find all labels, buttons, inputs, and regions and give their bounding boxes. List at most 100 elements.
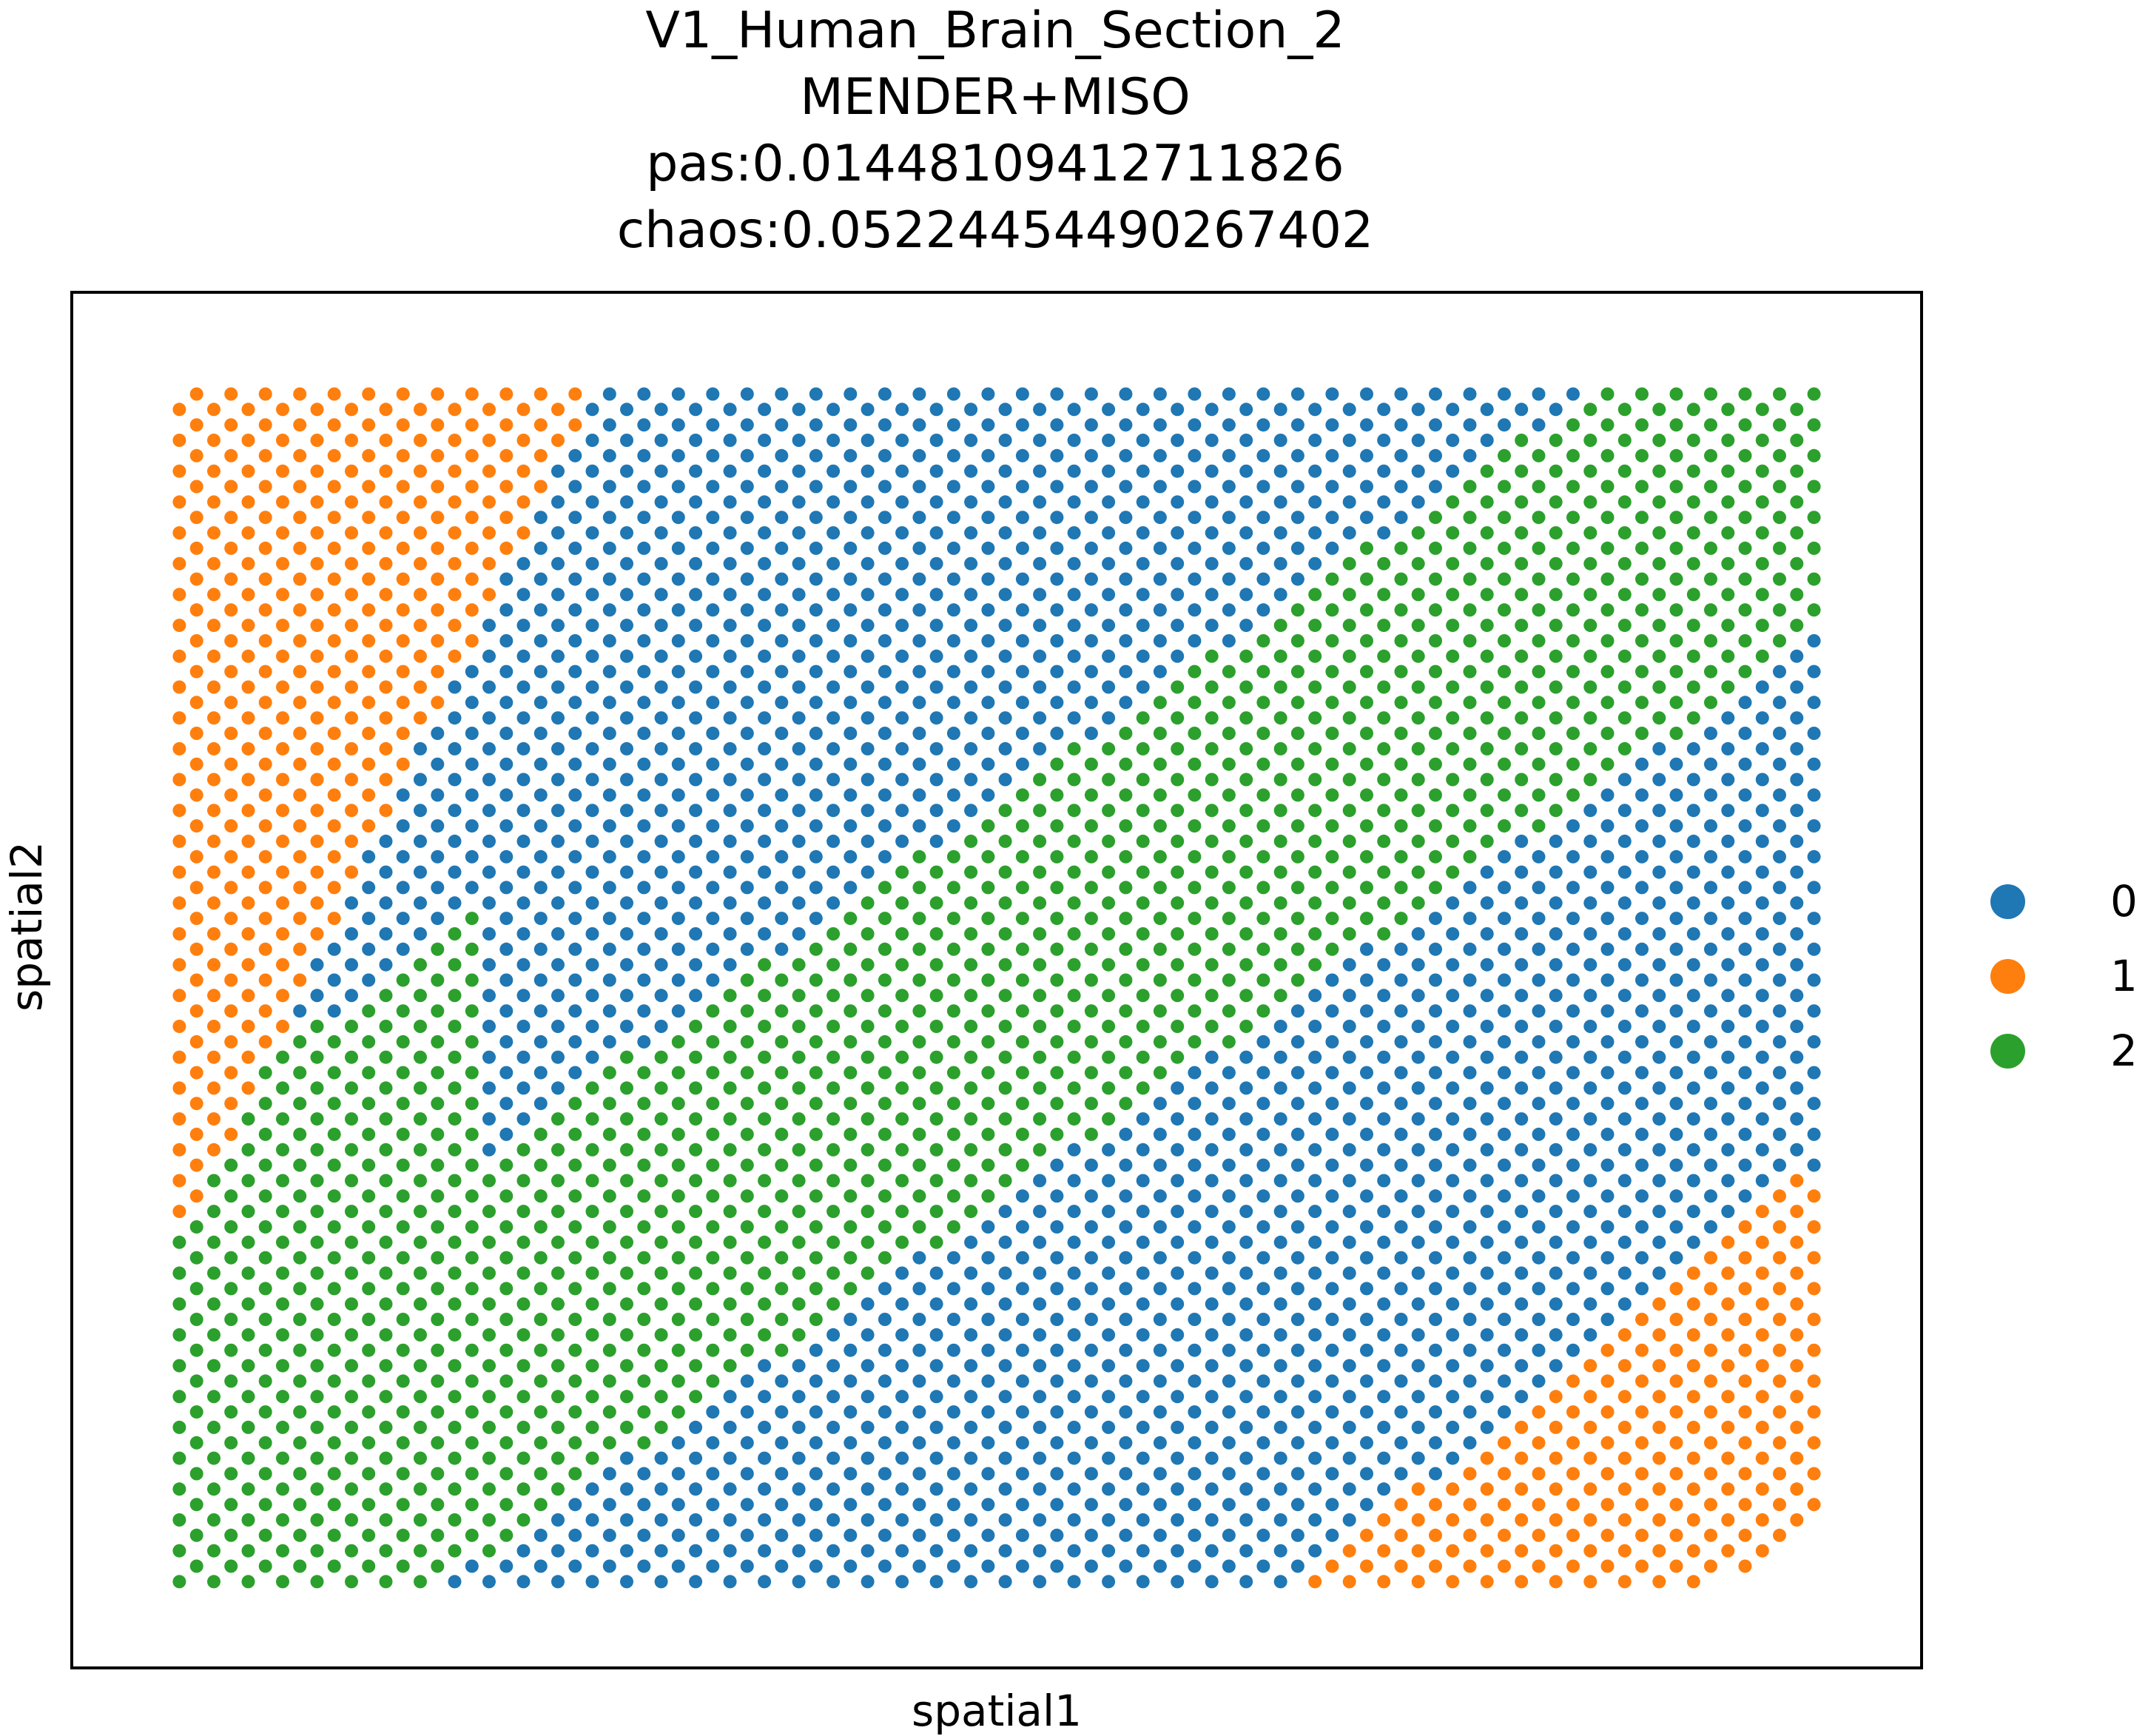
- scatter-point-cluster-0: [981, 1528, 995, 1542]
- scatter-point-cluster-0: [1239, 1482, 1253, 1496]
- scatter-point-cluster-0: [706, 788, 720, 802]
- scatter-point-cluster-2: [1256, 881, 1270, 895]
- scatter-point-cluster-2: [1721, 588, 1735, 602]
- scatter-point-cluster-0: [1119, 1467, 1133, 1481]
- scatter-point-cluster-1: [1377, 1575, 1391, 1589]
- scatter-point-cluster-0: [1686, 804, 1700, 818]
- scatter-point-cluster-1: [1652, 1482, 1666, 1496]
- scatter-point-cluster-2: [1532, 572, 1546, 586]
- scatter-point-cluster-1: [1686, 1266, 1700, 1280]
- scatter-point-cluster-0: [620, 495, 633, 509]
- scatter-point-cluster-2: [362, 1127, 376, 1141]
- scatter-point-cluster-0: [861, 556, 875, 571]
- scatter-point-cluster-0: [620, 588, 633, 602]
- scatter-point-cluster-2: [499, 1251, 514, 1265]
- scatter-point-cluster-1: [224, 912, 238, 926]
- scatter-point-cluster-2: [1600, 387, 1615, 401]
- scatter-point-cluster-0: [1084, 541, 1098, 555]
- scatter-point-cluster-2: [792, 1020, 806, 1033]
- scatter-point-cluster-0: [1755, 741, 1769, 756]
- scatter-point-cluster-2: [929, 1174, 943, 1188]
- scatter-point-cluster-0: [1721, 1205, 1735, 1219]
- scatter-point-cluster-0: [1119, 665, 1133, 679]
- scatter-point-cluster-0: [1463, 1189, 1477, 1203]
- scatter-point-cluster-0: [1033, 1451, 1047, 1465]
- scatter-point-cluster-2: [1738, 448, 1752, 462]
- scatter-point-cluster-2: [895, 896, 909, 910]
- scatter-point-cluster-2: [276, 1235, 289, 1249]
- scatter-point-cluster-0: [637, 819, 651, 833]
- scatter-point-cluster-0: [1721, 989, 1735, 1003]
- scatter-point-cluster-1: [224, 448, 238, 462]
- scatter-point-cluster-0: [1429, 1127, 1442, 1141]
- scatter-point-cluster-2: [637, 1066, 651, 1080]
- scatter-point-cluster-0: [1566, 1189, 1580, 1203]
- scatter-point-cluster-0: [1256, 1405, 1270, 1419]
- scatter-point-cluster-2: [293, 1220, 307, 1234]
- scatter-point-cluster-0: [1015, 511, 1029, 525]
- scatter-point-cluster-2: [585, 1451, 599, 1465]
- scatter-point-cluster-0: [895, 1482, 909, 1496]
- scatter-point-cluster-2: [964, 1081, 978, 1095]
- scatter-point-cluster-1: [533, 387, 548, 401]
- scatter-point-cluster-1: [1773, 1282, 1786, 1296]
- scatter-point-cluster-2: [1256, 942, 1270, 956]
- scatter-point-cluster-2: [499, 1158, 514, 1172]
- scatter-point-cluster-0: [1153, 1251, 1167, 1265]
- scatter-point-cluster-0: [602, 942, 616, 956]
- scatter-point-cluster-2: [1050, 1034, 1064, 1049]
- scatter-point-cluster-1: [241, 927, 255, 941]
- scatter-point-cluster-0: [620, 1020, 633, 1033]
- scatter-point-cluster-2: [448, 1235, 462, 1249]
- scatter-point-cluster-0: [1480, 1081, 1494, 1095]
- scatter-point-cluster-0: [1205, 464, 1219, 478]
- scatter-point-cluster-1: [379, 556, 393, 571]
- scatter-point-cluster-2: [448, 927, 462, 941]
- scatter-point-cluster-0: [1102, 1174, 1116, 1188]
- scatter-point-cluster-0: [1342, 1174, 1356, 1188]
- scatter-point-cluster-2: [671, 1343, 685, 1357]
- scatter-point-cluster-2: [671, 1127, 685, 1141]
- scatter-point-cluster-0: [1446, 1328, 1460, 1342]
- scatter-point-cluster-0: [1583, 1266, 1597, 1280]
- scatter-point-cluster-2: [1171, 896, 1185, 910]
- scatter-point-cluster-0: [1617, 1081, 1632, 1095]
- scatter-point-cluster-0: [1498, 1282, 1511, 1296]
- scatter-point-cluster-1: [293, 448, 307, 462]
- scatter-point-cluster-0: [964, 1482, 978, 1496]
- scatter-point-cluster-0: [1515, 834, 1529, 848]
- scatter-point-cluster-2: [414, 989, 427, 1003]
- scatter-point-cluster-0: [1119, 572, 1133, 586]
- scatter-point-cluster-2: [1067, 958, 1081, 972]
- scatter-point-cluster-2: [998, 834, 1012, 848]
- scatter-point-cluster-0: [1222, 387, 1236, 401]
- scatter-point-cluster-1: [1755, 1482, 1769, 1496]
- scatter-point-cluster-1: [1669, 1559, 1683, 1573]
- scatter-point-cluster-2: [1515, 495, 1529, 509]
- scatter-point-cluster-0: [1102, 649, 1116, 663]
- scatter-point-cluster-0: [602, 1004, 616, 1018]
- scatter-point-cluster-0: [568, 511, 582, 525]
- scatter-point-cluster-0: [981, 757, 995, 771]
- scatter-point-cluster-1: [1617, 1451, 1632, 1465]
- scatter-point-cluster-2: [1290, 634, 1304, 647]
- scatter-point-cluster-2: [258, 1467, 272, 1481]
- scatter-point-cluster-0: [1067, 1328, 1081, 1342]
- scatter-point-cluster-0: [1669, 942, 1683, 956]
- scatter-point-cluster-0: [1411, 403, 1425, 417]
- scatter-point-cluster-2: [1549, 680, 1563, 694]
- scatter-point-cluster-1: [345, 649, 358, 663]
- scatter-point-cluster-2: [1377, 556, 1391, 571]
- scatter-point-cluster-0: [1325, 1374, 1339, 1388]
- scatter-point-cluster-0: [1583, 1174, 1597, 1188]
- scatter-point-cluster-0: [379, 865, 393, 879]
- scatter-point-cluster-0: [671, 819, 685, 833]
- scatter-point-cluster-2: [310, 1235, 324, 1249]
- scatter-point-cluster-0: [895, 464, 909, 478]
- scatter-point-cluster-0: [740, 1436, 754, 1450]
- scatter-point-cluster-0: [671, 572, 685, 586]
- scatter-point-cluster-1: [241, 773, 255, 787]
- scatter-point-cluster-0: [1807, 696, 1821, 710]
- scatter-point-cluster-1: [362, 603, 376, 617]
- scatter-point-cluster-1: [258, 788, 272, 802]
